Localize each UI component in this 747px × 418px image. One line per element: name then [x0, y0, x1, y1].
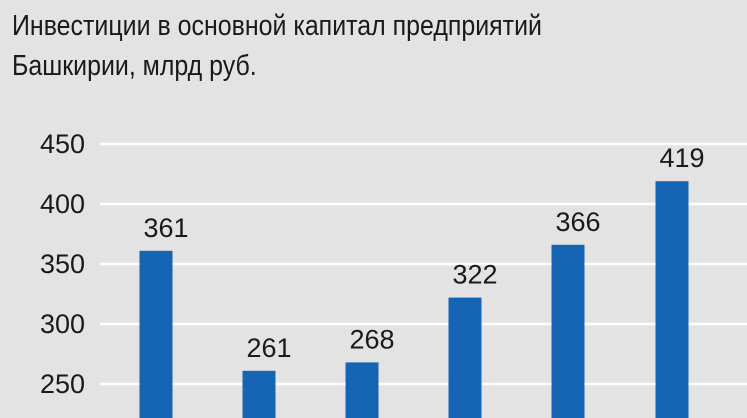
- y-tick-label: 450: [40, 129, 85, 159]
- y-axis-ticks: 250 300 350 400 450: [40, 129, 85, 399]
- y-tick-label: 300: [40, 309, 85, 339]
- y-tick-label: 350: [40, 249, 85, 279]
- chart-title-line-2: Башкирии, млрд руб.: [12, 50, 257, 82]
- chart-title: Инвестиции в основной капитал предприяти…: [12, 6, 631, 86]
- bar-value-label: 261: [246, 333, 291, 363]
- y-tick-label: 250: [40, 369, 85, 399]
- bars: [139, 181, 689, 418]
- bar: [345, 362, 379, 418]
- grid-lines: [100, 142, 747, 386]
- bar: [242, 370, 276, 418]
- bar-value-label: 366: [555, 207, 600, 237]
- bar-value-label: 361: [143, 213, 188, 243]
- bar: [448, 297, 482, 418]
- data-labels: 361 261 268 322 366 419: [143, 143, 704, 363]
- chart-title-line-1: Инвестиции в основной капитал предприяти…: [12, 10, 542, 42]
- bar: [655, 181, 689, 418]
- bar-value-label: 268: [349, 324, 394, 354]
- bar-value-label: 322: [452, 260, 497, 290]
- y-tick-label: 400: [40, 189, 85, 219]
- bar: [139, 250, 173, 418]
- bar-value-label: 419: [659, 143, 704, 173]
- bar: [551, 244, 585, 418]
